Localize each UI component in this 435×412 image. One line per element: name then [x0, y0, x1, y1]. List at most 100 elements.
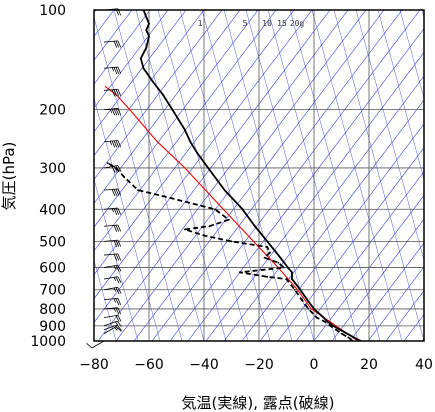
wind-barb-flag — [113, 208, 118, 216]
wind-barb-flag — [113, 108, 118, 116]
wind-barb — [103, 224, 122, 232]
wind-barb-shaft — [103, 66, 118, 69]
wind-barb-flag — [113, 189, 118, 196]
reference-line — [104, 85, 359, 341]
wind-barb-flag — [113, 307, 116, 312]
mixing-ratio-label: 15 — [277, 19, 287, 28]
wind-barb-flag — [117, 224, 122, 232]
wind-barb — [103, 253, 122, 261]
data-point — [123, 176, 126, 179]
wind-barb — [103, 324, 122, 331]
background-line — [151, 10, 403, 341]
background-line — [313, 194, 424, 341]
y-tick-label: 400 — [39, 202, 66, 218]
y-tick-label: 800 — [39, 302, 66, 318]
data-point — [241, 208, 244, 211]
data-point — [332, 325, 335, 327]
data-point — [307, 308, 310, 310]
background-line — [245, 10, 337, 341]
data-point — [227, 218, 230, 221]
data-point — [326, 320, 329, 323]
wind-barb-flag — [115, 240, 120, 247]
wind-barb-flag — [117, 89, 122, 96]
background-line — [377, 10, 424, 180]
y-tick-label: 200 — [39, 103, 66, 119]
wind-barb-flag — [113, 225, 118, 232]
wind-barb — [103, 320, 122, 327]
wind-barb-flag — [117, 40, 122, 48]
data-point — [238, 271, 241, 274]
wind-barb-shaft — [103, 108, 118, 111]
wind-barb — [103, 207, 122, 216]
wind-barb-flag — [115, 188, 120, 196]
wind-barb-flag — [113, 89, 118, 97]
y-tick-label: 700 — [39, 283, 66, 299]
wind-barb-flag — [117, 298, 122, 306]
data-point — [145, 46, 148, 49]
data-point — [208, 225, 211, 228]
data-point — [142, 67, 145, 70]
wind-barb — [103, 165, 122, 173]
wind-barb — [103, 326, 122, 334]
grid-lines — [94, 10, 424, 341]
wind-barb-flag — [117, 287, 122, 294]
wind-barb-flag — [113, 165, 118, 173]
wind-barb-shaft — [103, 140, 118, 143]
wind-barb-flag — [117, 207, 122, 215]
x-tick-label: 0 — [310, 357, 319, 373]
data-point — [152, 81, 155, 83]
wind-barb-flag — [117, 307, 122, 315]
background-line — [113, 10, 205, 341]
wind-barb-shaft — [91, 340, 105, 349]
y-tick-label: 900 — [39, 319, 66, 335]
data-point — [291, 278, 293, 280]
wind-barb-shaft — [103, 298, 118, 301]
wind-barb — [103, 140, 122, 148]
plot-area — [86, 8, 425, 349]
background-line — [94, 10, 331, 323]
data-point — [266, 275, 269, 278]
x-tick-label: −40 — [189, 357, 219, 373]
wind-barb-flag — [115, 315, 120, 322]
data-point — [346, 332, 348, 335]
data-point — [189, 140, 192, 143]
wind-barb-flag — [115, 108, 120, 116]
background-line — [399, 10, 424, 100]
wind-barb — [103, 314, 122, 322]
wind-barb — [103, 286, 122, 295]
background-lines — [94, 10, 424, 341]
data-point — [263, 256, 266, 259]
data-point — [300, 298, 303, 301]
x-axis-title: 気温(実線), 露点(破線) — [182, 394, 335, 412]
background-line — [205, 51, 424, 341]
wind-barb-flag — [113, 67, 118, 75]
background-line — [94, 10, 295, 276]
wind-barb-shaft — [103, 320, 118, 327]
y-tick-label: 1000 — [30, 334, 66, 350]
wind-barb-flag — [115, 165, 120, 173]
data-point — [139, 57, 142, 60]
background-line — [333, 10, 424, 341]
wind-barb-flag — [109, 108, 113, 113]
data-point — [183, 228, 186, 231]
wind-barb-flag — [117, 315, 122, 322]
wind-barb-shaft — [103, 326, 117, 334]
data-point — [214, 208, 216, 211]
wind-barb-flag — [117, 253, 122, 261]
background-line — [289, 10, 381, 341]
wind-barb-shaft — [103, 188, 118, 191]
wind-barb — [103, 239, 122, 248]
wind-barb-flag — [113, 140, 118, 148]
wind-barb-shaft — [103, 40, 118, 43]
wind-barb — [86, 340, 105, 349]
wind-barb — [103, 66, 122, 75]
wind-barb-flag — [117, 108, 122, 116]
wind-barb-flag — [117, 140, 122, 148]
background-line — [135, 10, 227, 341]
wind-barb-flag — [115, 140, 120, 148]
wind-barb-flag — [117, 165, 122, 172]
background-line — [97, 10, 349, 341]
wind-barb — [103, 264, 122, 272]
background-line — [115, 10, 367, 341]
